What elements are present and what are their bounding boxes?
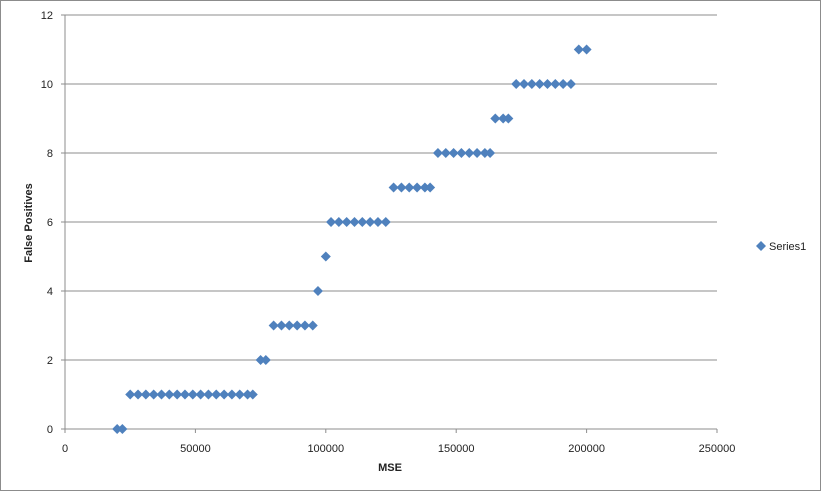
legend-marker-series1	[756, 241, 766, 251]
data-point	[299, 320, 310, 331]
data-point	[320, 251, 331, 262]
data-point	[341, 217, 352, 227]
data-point	[456, 148, 467, 158]
data-point	[565, 79, 576, 89]
data-point	[485, 148, 496, 158]
data-point	[211, 389, 222, 400]
data-point	[432, 148, 443, 158]
y-tick-label: 8	[47, 148, 53, 160]
data-point	[526, 79, 537, 89]
data-point	[255, 355, 266, 365]
data-point	[164, 389, 175, 400]
data-point	[195, 389, 206, 400]
data-point	[365, 217, 376, 227]
data-point	[284, 320, 295, 331]
gridlines	[65, 14, 717, 361]
data-point	[187, 389, 198, 400]
data-point	[558, 79, 569, 89]
data-point	[117, 424, 128, 434]
y-tick-label: 4	[47, 286, 53, 298]
data-point	[581, 44, 592, 55]
data-point	[479, 148, 490, 158]
y-tick-label: 12	[41, 10, 53, 22]
data-point	[357, 217, 368, 227]
x-tick-label: 50000	[180, 443, 211, 455]
data-point	[276, 320, 287, 331]
data-point	[125, 389, 136, 400]
y-tick-label: 0	[47, 424, 53, 436]
data-point	[419, 182, 430, 193]
data-point	[172, 389, 183, 400]
data-point	[242, 389, 253, 400]
legend: Series1	[756, 241, 806, 253]
data-point	[133, 389, 144, 400]
y-tick-label: 10	[41, 79, 53, 91]
data-point	[307, 320, 318, 331]
data-point	[112, 424, 123, 434]
data-point	[511, 79, 522, 89]
data-point	[404, 182, 415, 193]
data-point	[219, 389, 230, 400]
axes	[61, 14, 718, 433]
data-points	[112, 44, 592, 434]
x-tick-label: 100000	[307, 443, 344, 455]
data-point	[372, 217, 383, 227]
data-point	[234, 389, 245, 400]
data-point	[396, 182, 407, 193]
y-tick-label: 2	[47, 355, 53, 367]
x-tick-label: 200000	[568, 443, 605, 455]
x-tick-label: 0	[62, 443, 68, 455]
data-point	[247, 389, 258, 400]
data-point	[573, 44, 584, 55]
data-point	[312, 286, 323, 296]
tick-labels: 0 2 4 6 8 10 12 0 50000 100000 150000 200000 250000	[41, 10, 736, 455]
data-point	[179, 389, 190, 400]
legend-label-series1: Series1	[769, 241, 806, 253]
data-point	[260, 355, 271, 365]
data-point	[490, 113, 501, 124]
x-tick-label: 150000	[438, 443, 475, 455]
data-point	[425, 182, 436, 193]
data-point	[156, 389, 167, 400]
data-point	[519, 79, 530, 89]
data-point	[380, 217, 391, 227]
data-point	[148, 389, 159, 400]
data-point	[498, 113, 509, 124]
data-point	[534, 79, 545, 89]
data-point	[503, 113, 514, 124]
data-point	[292, 320, 303, 331]
data-point	[326, 217, 337, 227]
data-point	[412, 182, 423, 193]
data-point	[550, 79, 561, 89]
y-tick-label: 6	[47, 217, 53, 229]
data-point	[542, 79, 553, 89]
data-point	[226, 389, 237, 400]
data-point	[140, 389, 151, 400]
data-point	[349, 217, 360, 227]
data-point	[203, 389, 214, 400]
data-point	[448, 148, 459, 158]
y-axis-title: False Positives	[23, 183, 35, 263]
data-point	[472, 148, 483, 158]
data-point	[464, 148, 475, 158]
x-axis-title: MSE	[378, 462, 402, 474]
data-point	[440, 148, 451, 158]
data-point	[333, 217, 344, 227]
x-tick-label: 250000	[699, 443, 736, 455]
data-point	[388, 182, 399, 193]
data-point	[268, 320, 279, 331]
